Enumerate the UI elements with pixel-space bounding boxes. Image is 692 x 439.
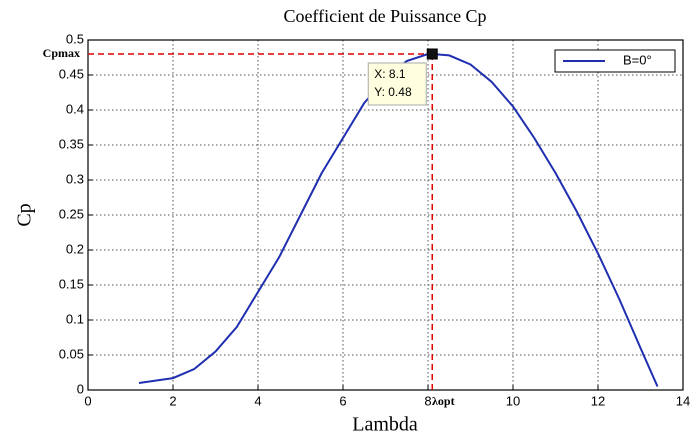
y-axis-label: Cp [14, 203, 36, 226]
datatip-y: Y: 0.48 [374, 85, 412, 99]
annotation: λopt [432, 394, 455, 408]
y-tick-label: 0 [77, 381, 84, 396]
datatip-x: X: 8.1 [374, 67, 406, 81]
x-tick-label: 8 [424, 393, 431, 408]
x-tick-label: 2 [169, 393, 176, 408]
axes-box [87, 39, 684, 391]
legend-label: B=0° [623, 52, 652, 67]
x-tick-label: 12 [591, 393, 605, 408]
legend-box [554, 49, 676, 73]
x-tick-label: 4 [254, 393, 261, 408]
y-tick-label: 0.25 [59, 206, 84, 221]
x-tick-label: 10 [506, 393, 520, 408]
y-tick-label: 0.45 [59, 66, 84, 81]
annotation: Cpmax [43, 46, 80, 60]
data-line [138, 53, 659, 387]
y-tick-label: 0.05 [59, 346, 84, 361]
y-tick-label: 0.2 [66, 241, 84, 256]
x-tick-label: 14 [676, 393, 690, 408]
y-tick-label: 0.35 [59, 136, 84, 151]
datatip-box [367, 62, 427, 106]
y-tick-label: 0.3 [66, 171, 84, 186]
datatip-marker [426, 48, 438, 60]
y-tick-label: 0.1 [66, 311, 84, 326]
y-tick-label: 0.5 [66, 31, 84, 46]
x-tick-label: 0 [84, 393, 91, 408]
y-tick-label: 0.15 [59, 276, 84, 291]
x-axis-label: Lambda [352, 414, 418, 436]
y-tick-label: 0.4 [66, 101, 84, 116]
x-tick-label: 6 [339, 393, 346, 408]
chart-title: Coefficient de Puissance Cp [283, 6, 486, 26]
